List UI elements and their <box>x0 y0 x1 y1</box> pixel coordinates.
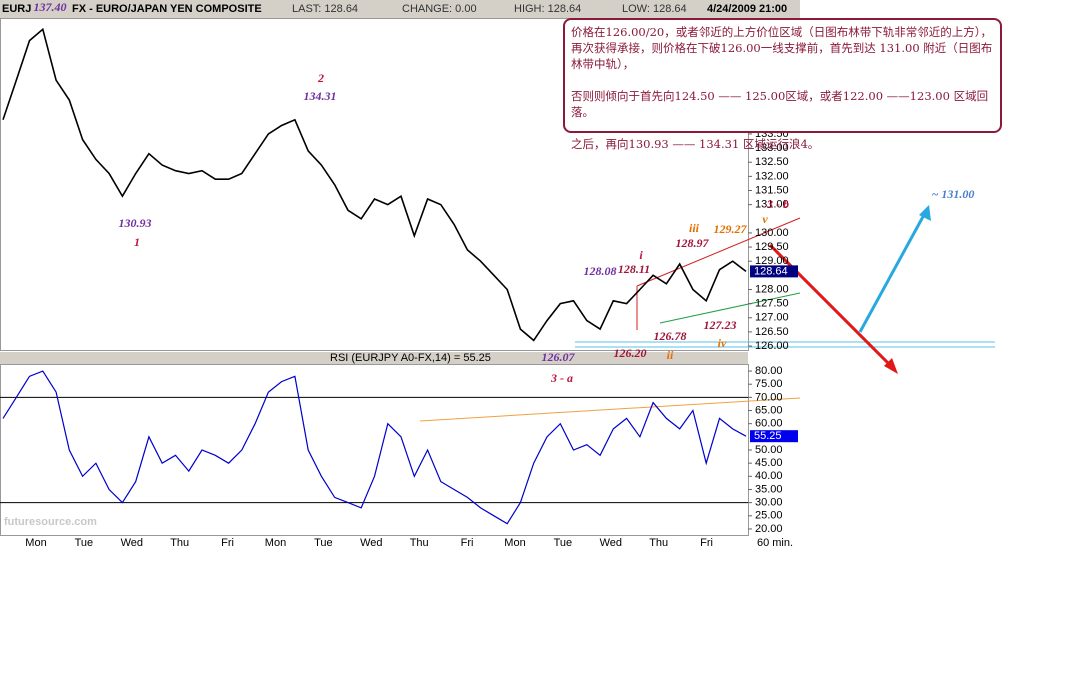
wave-label: 128.11 <box>618 262 650 276</box>
y-tick-label: 127.50 <box>755 298 789 310</box>
wave-label: 126.78 <box>654 329 687 343</box>
arrowhead <box>884 358 898 374</box>
last: LAST: 128.64 <box>292 3 358 15</box>
note-text: 价格在126.00/20，或者邻近的上方价位区域（日图布林带下轨非常邻近的上方）… <box>571 25 993 71</box>
wave-label: 2 <box>317 71 324 85</box>
wave-label: 3 - a <box>550 371 573 385</box>
x-tick-label: Wed <box>121 537 143 549</box>
wave-label: 128.97 <box>676 236 710 250</box>
x-tick-label: Thu <box>649 537 668 549</box>
wave-label: 130.93 <box>119 216 152 230</box>
last-value-label: 55.25 <box>754 430 782 442</box>
x-tick-label: Fri <box>461 537 474 549</box>
rsi-trendline <box>419 397 801 422</box>
series-line <box>2 370 747 525</box>
x-tick-label: Tue <box>314 537 333 549</box>
wave-label: 1 <box>134 235 140 249</box>
y-tick-label: 127.00 <box>755 312 789 324</box>
y-tick-label: 65.00 <box>755 404 783 416</box>
wave-label: 128.08 <box>584 264 617 278</box>
rsi-frame <box>0 364 749 536</box>
y-tick-label: 25.00 <box>755 510 783 522</box>
note-text: 之后，再向130.93 —— 134.31 区域运行浪4。 <box>571 137 820 151</box>
annotation-box: 价格在126.00/20，或者邻近的上方价位区域（日图布林带下轨非常邻近的上方）… <box>563 18 1002 151</box>
y-tick-label: 131.50 <box>755 184 789 196</box>
x-tick-label: Mon <box>265 537 286 549</box>
wave-label: 127.23 <box>704 318 737 332</box>
datetime: 4/24/2009 21:00 <box>707 3 787 15</box>
series-line <box>2 27 747 342</box>
y-tick-label: 126.00 <box>755 340 789 352</box>
y-tick-label: 70.00 <box>755 391 783 403</box>
y-tick-label: 35.00 <box>755 483 783 495</box>
x-tick-label: Tue <box>554 537 573 549</box>
price-frame <box>0 18 749 351</box>
wave-label: iv <box>718 336 727 350</box>
y-tick-label: 40.00 <box>755 470 783 482</box>
y-tick-label: 130.00 <box>755 227 789 239</box>
watermark: futuresource.com <box>4 516 97 528</box>
x-tick-label: Wed <box>360 537 382 549</box>
y-tick-label: 50.00 <box>755 444 783 456</box>
instrument-name: FX - EURO/JAPAN YEN COMPOSITE <box>72 3 262 15</box>
wave-label: ii <box>667 348 674 362</box>
y-tick-label: 129.00 <box>755 255 789 267</box>
wave-label: 134.31 <box>304 89 337 103</box>
y-tick-label: 132.50 <box>755 156 789 168</box>
header-bar <box>0 0 800 18</box>
last-value-tag <box>750 430 798 443</box>
y-tick-label: 20.00 <box>755 523 783 535</box>
x-axis-label: 60 min. <box>757 537 793 549</box>
wave-label: ~ 131.00 <box>932 187 975 201</box>
x-tick-label: Mon <box>504 537 525 549</box>
up-arrow <box>858 212 927 333</box>
y-tick-label: 131.00 <box>755 199 789 211</box>
x-tick-label: Fri <box>221 537 234 549</box>
arrowhead <box>919 205 931 221</box>
y-tick-label: 60.00 <box>755 418 783 430</box>
y-tick-label: 80.00 <box>755 365 783 377</box>
rsi-title: RSI (EURJPY A0-FX,14) = 55.25 <box>330 352 491 364</box>
high: HIGH: 128.64 <box>514 3 581 15</box>
y-tick-label: 30.00 <box>755 497 783 509</box>
wave-label: 126.20 <box>614 346 647 360</box>
last-value-tag <box>750 265 798 278</box>
wave-label: i <box>639 248 643 262</box>
y-tick-label: 45.00 <box>755 457 783 469</box>
rsi-title-bar <box>0 352 748 364</box>
y-tick-label: 75.00 <box>755 378 783 390</box>
y-tick-label: 132.00 <box>755 170 789 182</box>
x-tick-label: Thu <box>170 537 189 549</box>
symbol: EURJ <box>2 3 31 15</box>
wave-label: iii <box>689 221 700 235</box>
x-tick-label: Mon <box>25 537 46 549</box>
y-tick-label: 126.50 <box>755 326 789 338</box>
x-tick-label: Tue <box>75 537 94 549</box>
low: LOW: 128.64 <box>622 3 687 15</box>
x-tick-label: Wed <box>600 537 622 549</box>
wave-label: 129.27 <box>714 222 748 236</box>
wave-label: 126.07 <box>542 350 576 364</box>
wave-label: 3 - b <box>766 197 789 211</box>
note-text: 否则则倾向于首先向124.50 —— 125.00区域，或者122.00 ——1… <box>571 89 989 119</box>
channel-top <box>636 217 801 287</box>
y-tick-label: 129.50 <box>755 241 789 253</box>
channel-bottom <box>659 292 801 324</box>
y-tick-label: 133.00 <box>755 142 789 154</box>
x-tick-label: Thu <box>410 537 429 549</box>
last-value-label: 128.64 <box>754 265 788 277</box>
wave-label: v <box>762 212 768 226</box>
x-tick-label: Fri <box>700 537 713 549</box>
y-tick-label: 128.00 <box>755 283 789 295</box>
wave-label: 137.40 <box>34 0 67 14</box>
change: CHANGE: 0.00 <box>402 3 477 15</box>
